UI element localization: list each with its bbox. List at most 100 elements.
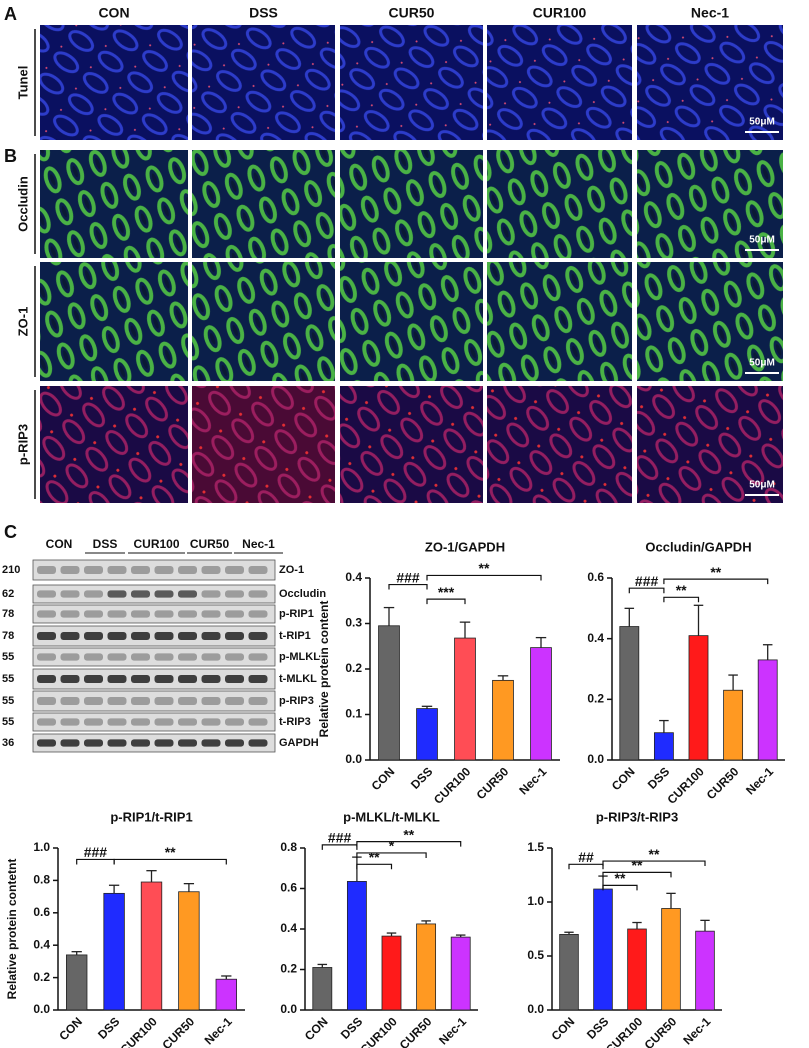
bar bbox=[619, 626, 640, 761]
blot-band bbox=[178, 566, 197, 574]
bar bbox=[450, 936, 471, 1011]
blot-band bbox=[84, 590, 103, 598]
blot-band bbox=[248, 653, 268, 661]
blot-band bbox=[225, 632, 244, 640]
micrograph-texture bbox=[40, 262, 188, 381]
significance-label: ## bbox=[578, 849, 594, 865]
significance-bracket bbox=[628, 587, 665, 594]
blot-kda: 55 bbox=[2, 651, 14, 663]
bar bbox=[215, 978, 237, 1011]
blot-band bbox=[107, 675, 127, 683]
significance-label: ** bbox=[710, 564, 721, 580]
blot-band bbox=[37, 590, 56, 598]
significance-bracket bbox=[663, 596, 700, 603]
blot-kda: 210 bbox=[2, 564, 20, 576]
blot-group: DSS bbox=[93, 537, 118, 551]
y-tick-label: 0.0 bbox=[587, 752, 604, 766]
y-tick-label: 0.2 bbox=[345, 661, 362, 675]
micrograph-texture bbox=[340, 25, 483, 140]
row-label: p-RIP3 bbox=[15, 424, 30, 465]
column-header: CUR50 bbox=[389, 5, 435, 21]
blot-strip bbox=[32, 584, 276, 604]
blot-band bbox=[248, 590, 268, 598]
micrograph-texture bbox=[487, 25, 632, 140]
blot-kda: 55 bbox=[2, 673, 14, 685]
blot-band bbox=[248, 739, 268, 747]
blot-band bbox=[154, 697, 174, 705]
significance-bracket bbox=[113, 858, 227, 865]
significance-label: ** bbox=[632, 857, 643, 873]
micrograph-texture bbox=[40, 386, 188, 503]
blot-band bbox=[248, 566, 268, 574]
blot-kda: 55 bbox=[2, 695, 14, 707]
blot-band bbox=[84, 675, 103, 683]
significance-bracket bbox=[602, 860, 706, 867]
blot-group: Nec-1 bbox=[242, 537, 275, 551]
significance-bracket bbox=[76, 858, 115, 865]
y-tick-label: 0.6 bbox=[587, 570, 604, 584]
blot-protein: ZO-1 bbox=[279, 564, 304, 576]
blot-group: CUR50 bbox=[190, 537, 230, 551]
significance-label: ### bbox=[84, 844, 108, 860]
blot-band bbox=[60, 653, 80, 661]
x-tick-label: CUR50 bbox=[704, 764, 742, 802]
blot-band bbox=[131, 566, 150, 574]
x-tick-label: Nec-1 bbox=[680, 1014, 713, 1047]
row-label: Occludin bbox=[15, 176, 30, 232]
bar bbox=[723, 689, 744, 761]
x-tick-label: CON bbox=[302, 1014, 331, 1043]
blot-band bbox=[107, 697, 127, 705]
chart-title: ZO-1/GAPDH bbox=[425, 539, 505, 554]
blot-band bbox=[178, 610, 197, 618]
blot-band bbox=[84, 718, 103, 726]
blot-band bbox=[37, 675, 56, 683]
blot-band bbox=[131, 697, 150, 705]
blot-band bbox=[131, 653, 150, 661]
x-tick-label: Nec-1 bbox=[436, 1014, 469, 1047]
blot-band bbox=[37, 610, 56, 618]
y-tick-label: 0.5 bbox=[527, 948, 544, 962]
bar bbox=[661, 908, 681, 1011]
blot-band bbox=[37, 739, 56, 747]
significance-label: ** bbox=[165, 844, 176, 860]
y-tick-label: 0.6 bbox=[280, 881, 297, 895]
blot-band bbox=[107, 653, 127, 661]
bar bbox=[346, 881, 367, 1011]
blot-band bbox=[107, 739, 127, 747]
significance-label: ** bbox=[676, 582, 687, 598]
micrograph-texture bbox=[637, 25, 783, 140]
bar bbox=[695, 930, 715, 1011]
blot-band bbox=[131, 610, 150, 618]
blot-band bbox=[178, 632, 197, 640]
blot-band bbox=[131, 739, 150, 747]
blot-band bbox=[178, 675, 197, 683]
x-tick-label: DSS bbox=[95, 1014, 122, 1041]
blot-band bbox=[154, 718, 174, 726]
blot-band bbox=[248, 718, 268, 726]
x-tick-label: CUR50 bbox=[474, 764, 512, 802]
bar bbox=[416, 923, 437, 1011]
significance-label: ** bbox=[649, 846, 660, 862]
chart-title: p-RIP1/t-RIP1 bbox=[110, 809, 192, 824]
blot-kda: 62 bbox=[2, 588, 14, 600]
blot-band bbox=[84, 739, 103, 747]
x-tick-label: CON bbox=[609, 764, 638, 793]
significance-label: ** bbox=[615, 870, 626, 886]
blot-group: CON bbox=[46, 537, 73, 551]
blot-band bbox=[107, 590, 127, 598]
micrograph-texture bbox=[40, 25, 188, 140]
y-tick-label: 0.0 bbox=[345, 752, 362, 766]
blot-band bbox=[178, 590, 197, 598]
blot-band bbox=[154, 739, 174, 747]
micrograph-texture bbox=[340, 262, 483, 381]
significance-bracket bbox=[602, 884, 638, 891]
x-tick-label: CUR50 bbox=[160, 1014, 198, 1048]
blot-band bbox=[178, 697, 197, 705]
micrograph-texture bbox=[40, 150, 188, 258]
y-tick-label: 0.8 bbox=[280, 840, 297, 854]
x-tick-label: CON bbox=[549, 1014, 578, 1043]
bar bbox=[140, 881, 163, 1011]
scale-bar-label: 50μM bbox=[749, 235, 775, 246]
y-tick-label: 1.0 bbox=[33, 840, 50, 854]
blot-band bbox=[37, 718, 56, 726]
